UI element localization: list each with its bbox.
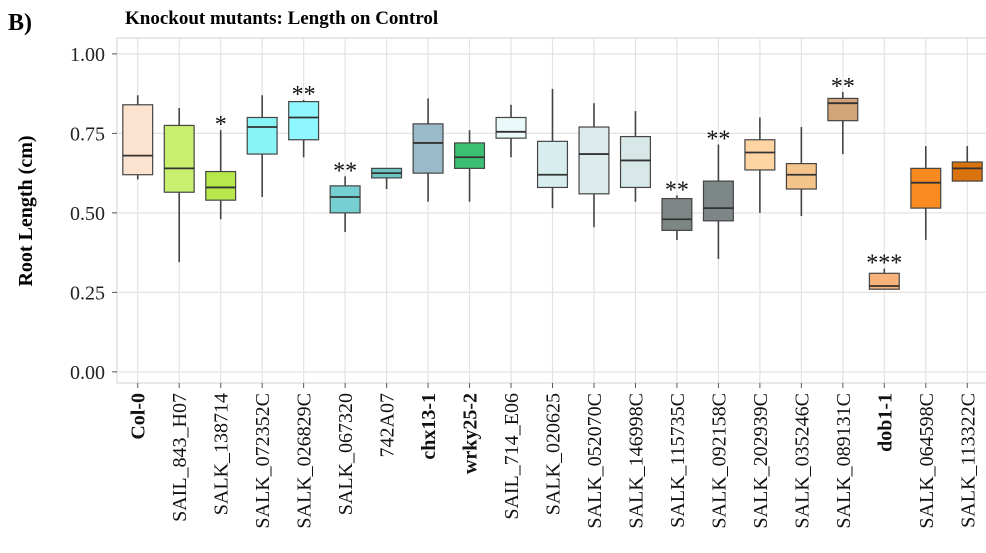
x-tick-label: 742A07 bbox=[377, 393, 399, 457]
panel-label: B) bbox=[8, 10, 32, 36]
box bbox=[205, 170, 237, 201]
x-tick-label: SALK_064598C bbox=[916, 393, 938, 529]
x-tick-label: SALK_035246C bbox=[791, 393, 813, 529]
x-tick-label: SALK_202939C bbox=[750, 393, 772, 529]
y-tick-label: 0.25 bbox=[70, 282, 105, 304]
box bbox=[246, 116, 278, 155]
x-tick-label: SALK_020625 bbox=[543, 393, 565, 515]
significance-label: ** bbox=[292, 82, 316, 108]
box bbox=[454, 142, 486, 169]
x-tick-label: SAIL_843_H07 bbox=[169, 393, 191, 522]
box bbox=[163, 124, 195, 193]
box bbox=[619, 135, 651, 189]
x-tick-label: SALK_113322C bbox=[957, 393, 979, 528]
x-tick-label: dob1-1 bbox=[874, 393, 896, 452]
x-tick-label: SALK_138714 bbox=[211, 393, 233, 515]
x-tick-label: SALK_089131C bbox=[833, 393, 855, 529]
y-tick-label: 0.50 bbox=[70, 203, 105, 225]
significance-label: * bbox=[215, 112, 227, 138]
x-tick-label: wrky25-2 bbox=[460, 393, 482, 474]
y-tick-label: 1.00 bbox=[70, 44, 105, 66]
box bbox=[495, 116, 527, 139]
significance-label: ** bbox=[333, 158, 357, 184]
chart-title: Knockout mutants: Length on Control bbox=[125, 8, 438, 29]
x-tick-label: SALK_067320 bbox=[335, 393, 357, 515]
box bbox=[744, 139, 776, 171]
x-tick-label: SALK_026829C bbox=[294, 393, 316, 529]
box bbox=[951, 161, 983, 182]
x-tick-label: SALK_072352C bbox=[252, 393, 274, 529]
x-tick-label: Col-0 bbox=[128, 393, 150, 440]
significance-label: ** bbox=[665, 177, 689, 203]
x-tick-label: SALK_052070C bbox=[584, 393, 606, 529]
x-tick-label: SALK_092158C bbox=[708, 393, 730, 529]
box bbox=[578, 126, 610, 195]
significance-label: ** bbox=[831, 74, 855, 100]
x-tick-label: SALK_146998C bbox=[625, 393, 647, 529]
y-axis-label: Root Length (cm) bbox=[15, 135, 37, 286]
x-tick-label: SALK_115735C bbox=[667, 393, 689, 528]
box bbox=[910, 167, 942, 209]
significance-label: *** bbox=[866, 251, 902, 277]
box bbox=[785, 162, 817, 190]
box bbox=[827, 97, 859, 122]
significance-label: ** bbox=[706, 127, 730, 153]
box bbox=[329, 185, 361, 214]
box bbox=[536, 140, 569, 189]
plot-panel bbox=[116, 37, 986, 384]
box bbox=[412, 123, 444, 174]
x-tick-label: SAIL_714_E06 bbox=[501, 393, 523, 520]
x-tick-label: chx13-1 bbox=[418, 393, 440, 460]
box bbox=[122, 104, 154, 176]
box bbox=[661, 197, 693, 231]
y-tick-label: 0.00 bbox=[70, 362, 105, 384]
y-tick-label: 0.75 bbox=[70, 123, 105, 145]
box bbox=[288, 100, 320, 141]
box bbox=[702, 180, 734, 222]
